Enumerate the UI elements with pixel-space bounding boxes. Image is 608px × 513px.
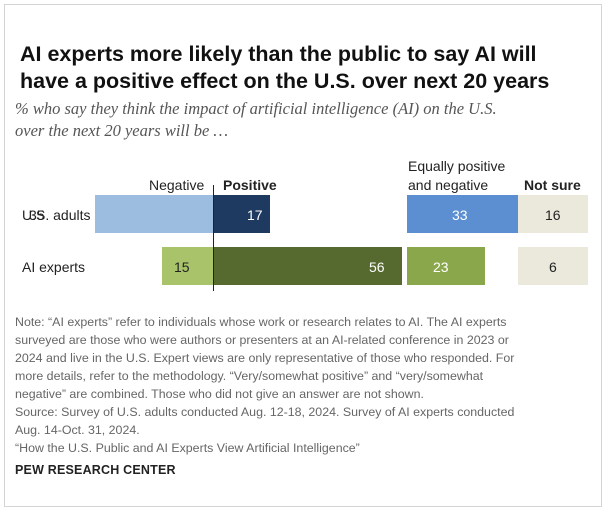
- note-line: “How the U.S. Public and AI Experts View…: [15, 441, 360, 455]
- value-ai-experts-negative: 15: [174, 259, 190, 275]
- bar-ai-experts-negative: [162, 247, 213, 285]
- note-line: 2024 and live in the U.S. Expert views a…: [15, 351, 515, 365]
- row-label-ai-experts: AI experts: [22, 259, 86, 275]
- value-us-adults-not-sure: 16: [545, 207, 561, 223]
- value-us-adults-negative: 35: [29, 207, 45, 223]
- note-line: surveyed are those who were authors or p…: [15, 333, 509, 347]
- chart-subtitle-line: % who say they think the impact of artif…: [15, 99, 497, 118]
- column-header-negative: Negative: [149, 177, 205, 193]
- value-ai-experts-positive: 56: [369, 259, 385, 275]
- row-label-us-adults: U.S. adults: [22, 207, 91, 223]
- value-ai-experts-equal: 23: [433, 259, 449, 275]
- value-ai-experts-not-sure: 6: [549, 259, 557, 275]
- note-line: Note: “AI experts” refer to individuals …: [15, 315, 507, 329]
- not-sure-cell-ai: [518, 247, 588, 285]
- chart-notes: Note: “AI experts” refer to individuals …: [15, 313, 590, 457]
- bar-us-adults-positive: [213, 195, 271, 233]
- chart-subtitle-line: over the next 20 years will be …: [15, 121, 229, 140]
- center-divider: [213, 185, 214, 291]
- bar-us-adults-equal: [407, 195, 519, 233]
- note-line: more details, refer to the methodology. …: [15, 369, 484, 383]
- chart-title-line: have a positive effect on the U.S. over …: [20, 69, 550, 93]
- bar-us-adults-negative: [95, 195, 213, 233]
- bar-ai-experts-equal: [407, 247, 485, 285]
- chart-title: AI experts more likely than the public t…: [20, 41, 595, 95]
- brand-name: PEW RESEARCH CENTER: [15, 463, 176, 477]
- column-header-equal-line2: and negative: [408, 177, 489, 193]
- chart-title-line: AI experts more likely than the public t…: [20, 42, 537, 66]
- column-header-positive: Positive: [223, 177, 277, 193]
- bar-ai-experts-positive: [213, 247, 402, 285]
- column-header-not-sure: Not sure: [524, 177, 581, 193]
- value-us-adults-positive: 17: [247, 207, 263, 223]
- value-us-adults-equal: 33: [452, 207, 468, 223]
- note-line: Aug. 14-Oct. 31, 2024.: [15, 423, 140, 437]
- note-line: negative” are combined. Those who did no…: [15, 387, 424, 401]
- chart-subtitle: % who say they think the impact of artif…: [15, 98, 590, 142]
- not-sure-cell-us: [518, 195, 588, 233]
- chart-card: AI experts more likely than the public t…: [4, 4, 602, 507]
- column-header-equal-line1: Equally positive: [408, 158, 506, 174]
- note-line: Source: Survey of U.S. adults conducted …: [15, 405, 515, 419]
